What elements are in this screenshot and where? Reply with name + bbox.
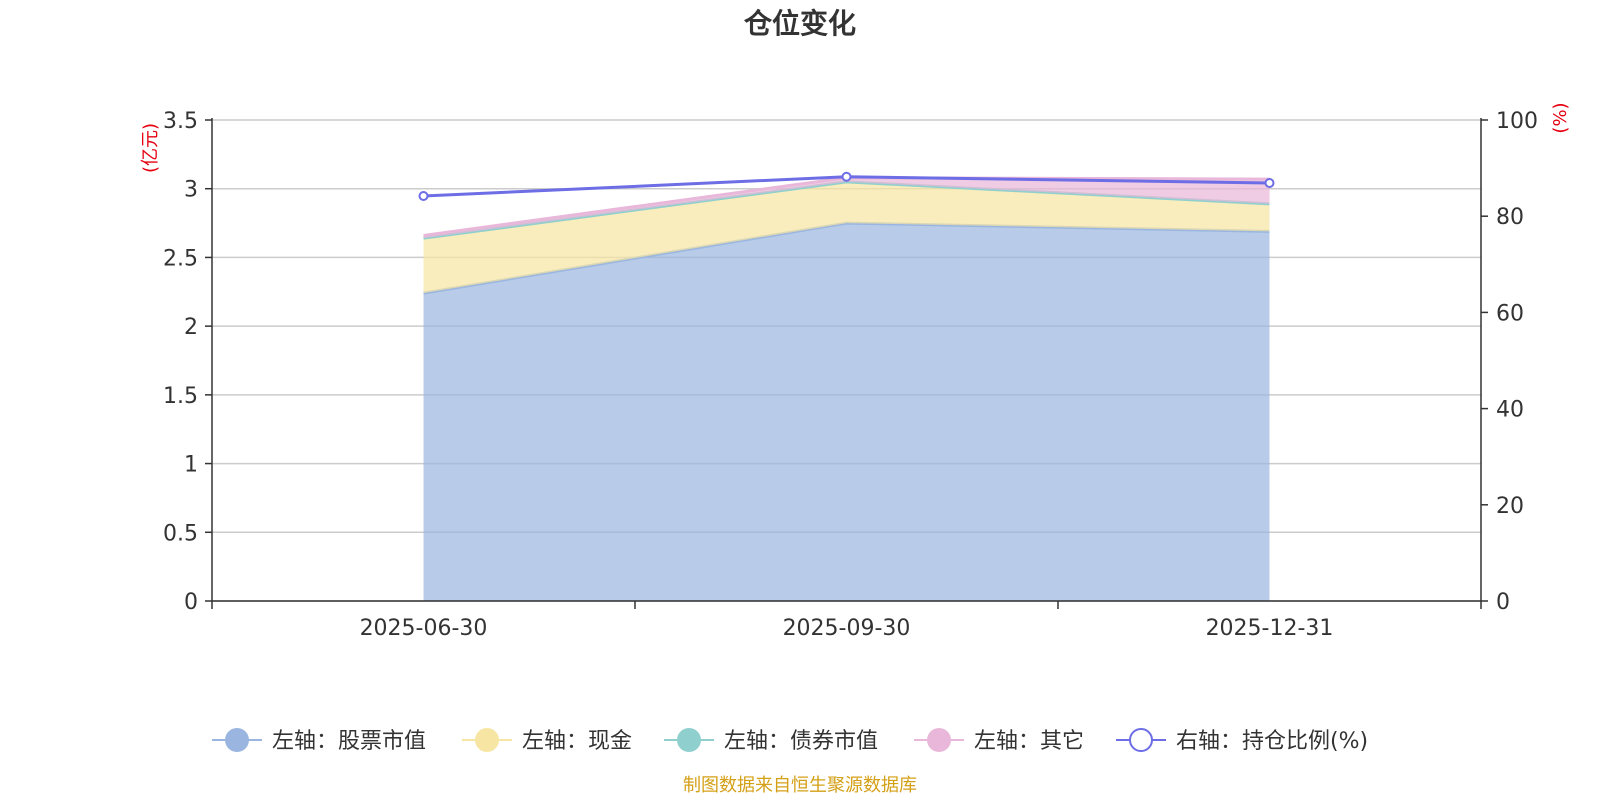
area-f7e6a3 (423, 181, 1270, 294)
legend-label: 右轴：持仓比例(%) (1176, 729, 1368, 754)
right-tick-label: 60 (1496, 301, 1524, 326)
area-e8b7d9 (423, 177, 1270, 239)
source-note: 制图数据来自恒生聚源数据库 (683, 775, 917, 796)
left-tick-label: 1 (184, 453, 198, 478)
legend-marker (225, 728, 249, 752)
legend-item: 右轴：持仓比例(%) (1116, 728, 1368, 754)
left-axis-unit: (亿元) (140, 123, 161, 173)
legend-item: 左轴：股票市值 (212, 728, 426, 754)
area-9ab6e0 (423, 223, 1270, 602)
right-tick-label: 100 (1496, 109, 1538, 134)
holding-ratio-point (841, 171, 852, 182)
legend-label: 左轴：股票市值 (272, 729, 426, 754)
legend-item: 左轴：债券市值 (664, 728, 878, 754)
x-tick-label: 2025-09-30 (783, 616, 911, 641)
legend-label: 左轴：债券市值 (724, 729, 878, 754)
left-tick-label: 0.5 (163, 521, 198, 546)
x-tick-label: 2025-12-31 (1206, 616, 1334, 641)
left-tick-label: 1.5 (163, 384, 198, 409)
left-tick-label: 3 (184, 178, 198, 203)
legend-label: 左轴：现金 (522, 729, 632, 754)
legend-label: 左轴：其它 (974, 729, 1084, 754)
left-tick-label: 0 (184, 590, 198, 615)
legend-marker (927, 728, 951, 752)
right-tick-label: 20 (1496, 494, 1524, 519)
right-tick-label: 0 (1496, 590, 1510, 615)
legend-marker (475, 728, 499, 752)
line-series (418, 171, 1275, 201)
legend: 左轴：股票市值 左轴：现金 左轴：债券市值 左轴：其它 右轴：持仓比例(%) (212, 728, 1368, 754)
chart-title: 仓位变化 (744, 7, 856, 40)
legend-item: 左轴：现金 (462, 728, 632, 754)
holding-ratio-point (418, 190, 429, 201)
legend-marker (677, 728, 701, 752)
legend-marker (1129, 728, 1153, 752)
left-tick-label: 2.5 (163, 246, 198, 271)
area-series (423, 176, 1270, 602)
right-tick-label: 80 (1496, 205, 1524, 230)
holding-ratio-point (1264, 178, 1275, 189)
x-tick-label: 2025-06-30 (360, 616, 488, 641)
left-tick-label: 2 (184, 315, 198, 340)
axes: 0 0.5 1 1.5 2 2.5 3 3.5 0 20 40 60 80 100 2025-06-30 20… (163, 109, 1538, 641)
right-tick-label: 40 (1496, 398, 1524, 423)
legend-item: 左轴：其它 (914, 728, 1084, 754)
left-tick-label: 3.5 (163, 109, 198, 134)
right-axis-unit: (%) (1550, 102, 1571, 133)
